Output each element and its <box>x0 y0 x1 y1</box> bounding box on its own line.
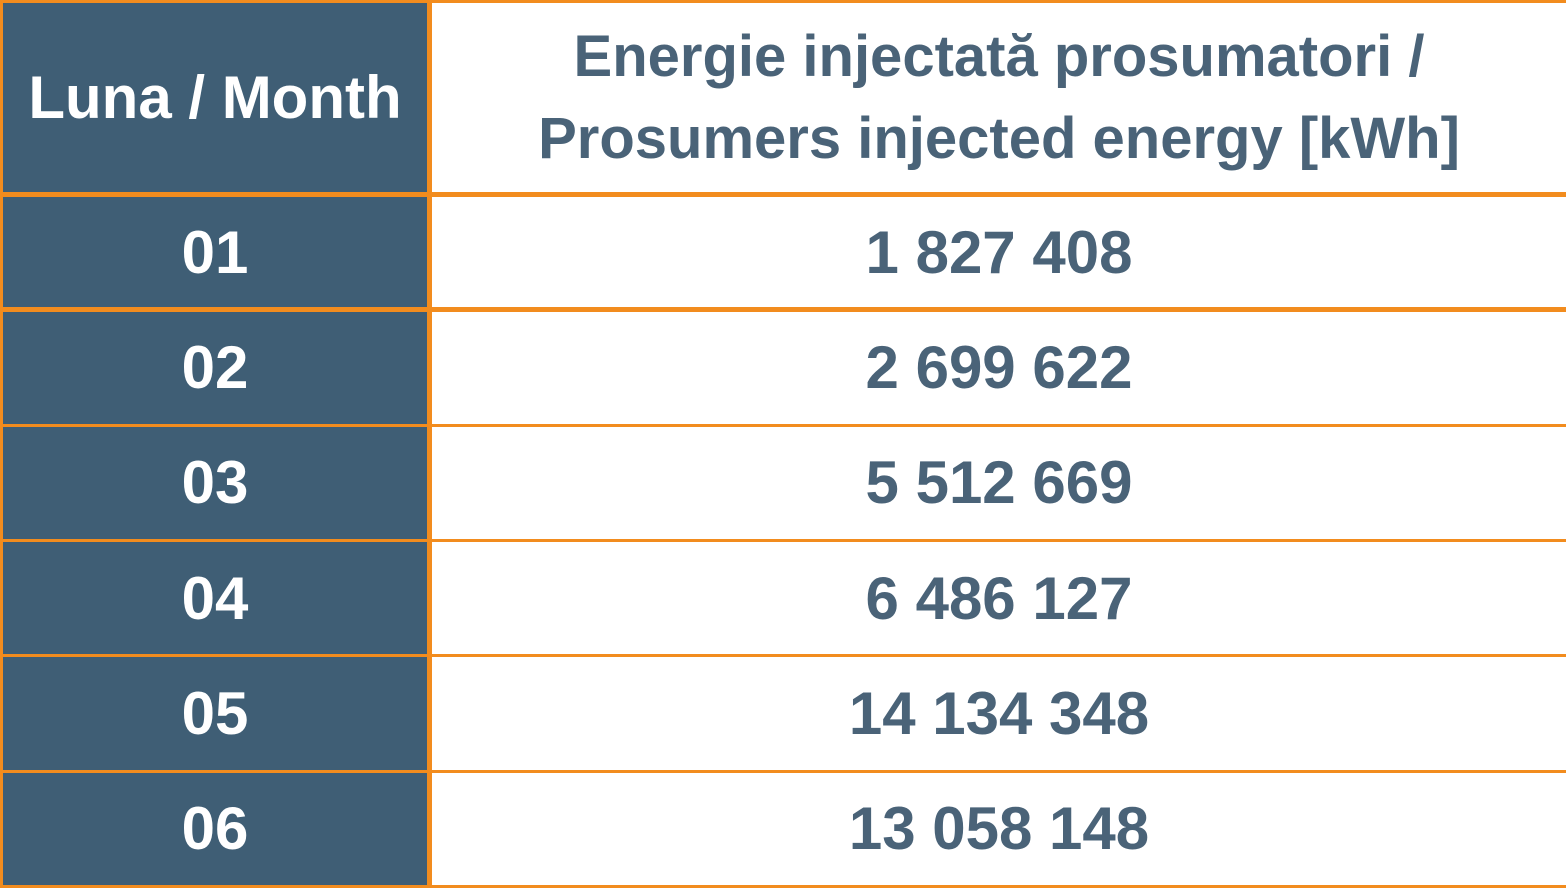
table-row: 02 2 699 622 <box>0 308 1566 427</box>
table-row: 05 14 134 348 <box>0 654 1566 773</box>
energy-value-cell: 13 058 148 <box>428 769 1566 888</box>
energy-column-header: Energie injectată prosumatori / Prosumer… <box>428 0 1566 197</box>
month-cell: 05 <box>0 654 432 773</box>
month-column-header: Luna / Month <box>0 0 432 197</box>
month-cell: 02 <box>0 308 432 427</box>
table-header-row: Luna / Month Energie injectată prosumato… <box>0 0 1566 197</box>
table-row: 01 1 827 408 <box>0 192 1566 313</box>
energy-value-cell: 14 134 348 <box>428 654 1566 773</box>
month-cell: 01 <box>0 192 432 313</box>
energy-value-cell: 1 827 408 <box>428 192 1566 313</box>
table-row: 03 5 512 669 <box>0 423 1566 542</box>
energy-value-cell: 6 486 127 <box>428 538 1566 658</box>
energy-header-line-2: Prosumers injected energy [kWh] <box>538 105 1460 171</box>
table-row: 06 13 058 148 <box>0 769 1566 888</box>
month-cell: 06 <box>0 769 432 888</box>
energy-value-cell: 2 699 622 <box>428 308 1566 427</box>
month-cell: 04 <box>0 538 432 658</box>
energy-header-line-1: Energie injectată prosumatori / <box>573 23 1425 89</box>
table-row: 04 6 486 127 <box>0 538 1566 658</box>
month-cell: 03 <box>0 423 432 542</box>
energy-value-cell: 5 512 669 <box>428 423 1566 542</box>
